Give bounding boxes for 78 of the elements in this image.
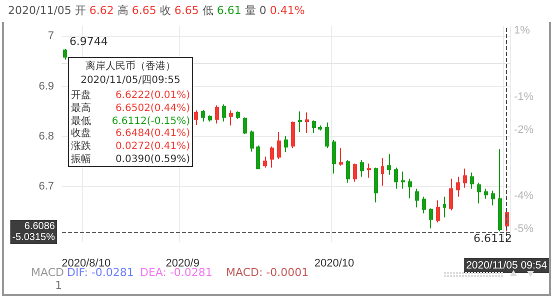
annotation: 最低 [71, 114, 91, 128]
candlestick [236, 110, 240, 120]
candlestick [387, 154, 391, 176]
x-tick-label: 2020/11/05 09:54 [466, 260, 548, 272]
candlestick [463, 168, 467, 188]
candlestick [374, 167, 378, 203]
annotation: 最高 [71, 102, 91, 115]
y-tick-label: 6.8 [38, 130, 54, 143]
text: MACD [31, 266, 64, 279]
candlestick [346, 160, 350, 184]
candlestick [436, 200, 440, 223]
candlestick [243, 116, 247, 134]
y-tick-label: 7 [48, 30, 54, 42]
candlestick [250, 130, 254, 152]
annotation: 6.9744 [69, 34, 108, 48]
candlestick [284, 136, 288, 153]
candlestick [256, 145, 260, 170]
candlestick [339, 148, 343, 166]
candlestick [270, 146, 274, 168]
candlestick [305, 112, 309, 134]
annotation: 收盘 [71, 127, 91, 140]
text: MACD: -0.0001 [226, 266, 309, 279]
candlestick [408, 178, 412, 199]
candlestick [298, 110, 302, 132]
annotation: 6.6484(0.41%) [115, 128, 190, 140]
candlestick [491, 190, 495, 206]
y2-tick-label: -5% [514, 223, 534, 236]
candlestick [201, 109, 205, 122]
candlestick [429, 208, 433, 229]
candlestick [318, 124, 322, 131]
annotation: 6.6112(-0.15%) [112, 116, 190, 127]
candlestick [325, 122, 329, 149]
candlestick [222, 104, 226, 122]
annotation: 6.6502(0.44%) [115, 102, 190, 114]
candlestick [443, 196, 446, 218]
candlestick [229, 110, 233, 126]
candlestick [477, 182, 481, 204]
candlestick [360, 160, 364, 178]
candlestick [401, 171, 405, 190]
y2-tick-label: -2% [514, 124, 534, 136]
annotation: 2020/11/05/四09:55 [80, 74, 182, 87]
chart-title: 2020/11/05 开 6.62 高 6.65 收 6.65 低 6.61 量 0 0.41% [8, 4, 305, 17]
annotation: 振幅 [71, 153, 91, 166]
annotation: 6.6112 [474, 232, 512, 246]
candlestick [215, 104, 219, 124]
y-tick-label: 6.9 [38, 80, 54, 92]
candlestick [291, 120, 295, 149]
candlestick [277, 131, 281, 160]
candlestick [415, 188, 419, 208]
candlestick [394, 167, 398, 190]
annotation: 开盘 [71, 89, 91, 102]
candlestick [449, 178, 453, 211]
candlestick [312, 120, 316, 134]
candlestick [332, 140, 336, 174]
candlestick [63, 48, 67, 60]
annotation: 0.0390(0.59%) [115, 154, 190, 165]
x-tick-label: 2020/10 [314, 258, 354, 270]
candlestick [353, 163, 357, 182]
candlestick [208, 114, 212, 122]
annotation: 离岸人民币（香港） [84, 60, 176, 73]
candlestick [470, 172, 474, 190]
ref-line-label: 6.6086 -5.0315% [12, 220, 56, 243]
y2-tick-label: -4% [514, 190, 534, 202]
text: 1 [55, 279, 62, 292]
y2-tick-label: 1% [514, 24, 530, 37]
annotation: 6.6222(0.01%) [115, 90, 190, 101]
candlestick [263, 156, 267, 168]
candlestick [456, 176, 460, 198]
candlestick [498, 148, 502, 232]
y2-tick-label: -1% [514, 90, 534, 103]
annotation: 涨跌 [71, 140, 91, 154]
candlestick [381, 158, 384, 186]
candlestick [367, 163, 371, 178]
candlestick [484, 188, 488, 200]
annotation: 0.0272(0.41%) [115, 141, 190, 152]
candlestick [194, 110, 198, 126]
y-tick-label: 6.7 [38, 180, 54, 193]
candlestick [422, 196, 426, 214]
